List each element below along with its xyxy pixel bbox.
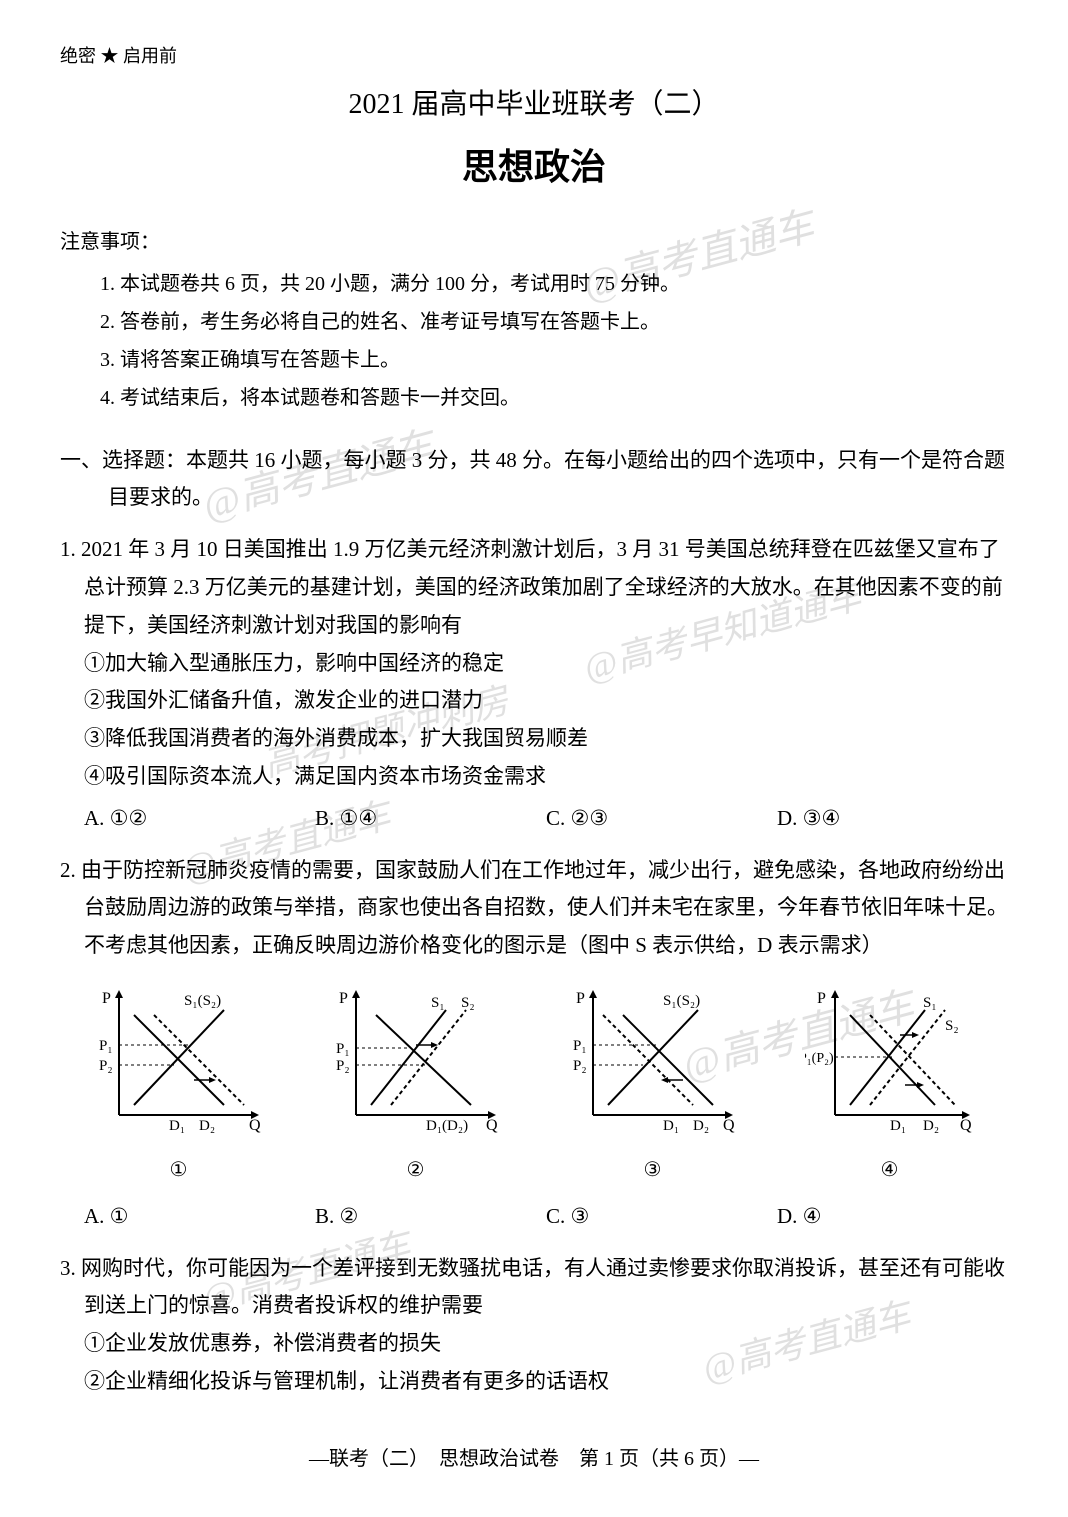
choice-row: A. ①② B. ①④ C. ②③ D. ③④	[60, 800, 1008, 838]
svg-text:P: P	[817, 990, 826, 1007]
svg-text:P₁: P₁	[336, 1041, 350, 1057]
svg-text:D₂: D₂	[923, 1118, 939, 1134]
supply-demand-chart-4: P Q S₁ S₂ D₁ D₂ P	[805, 985, 975, 1135]
choice-d: D. ④	[777, 1198, 1008, 1236]
svg-text:P₁: P₁	[573, 1038, 587, 1054]
exam-title-line2: 思想政治	[60, 135, 1008, 200]
svg-text:S₁(S₂): S₁(S₂)	[663, 993, 700, 1009]
notice-item: 1. 本试题卷共 6 页，共 20 小题，满分 100 分，考试用时 75 分钟…	[100, 266, 1008, 302]
svg-text:S₁: S₁	[923, 995, 937, 1011]
svg-text:P₂: P₂	[573, 1058, 587, 1074]
svg-text:P₂: P₂	[99, 1058, 113, 1074]
question-stem: 1. 2021 年 3 月 10 日美国推出 1.9 万亿美元经济刺激计划后，3…	[60, 531, 1008, 644]
svg-text:D₁: D₁	[169, 1118, 185, 1134]
chart-1: P Q S₁(S₂) D₁ D₂ P₁ P₂ ①	[94, 985, 264, 1188]
question-option: ③降低我国消费者的海外消费成本，扩大我国贸易顺差	[60, 720, 1008, 758]
svg-text:S₂: S₂	[461, 995, 475, 1011]
choice-b: B. ②	[315, 1198, 546, 1236]
question-option: ①企业发放优惠券，补偿消费者的损失	[60, 1325, 1008, 1363]
question-option: ④吸引国际资本流人，满足国内资本市场资金需求	[60, 758, 1008, 796]
choice-c: C. ③	[546, 1198, 777, 1236]
choice-d: D. ③④	[777, 800, 1008, 838]
chart-4: P Q S₁ S₂ D₁ D₂ P	[805, 985, 975, 1188]
svg-text:S₁: S₁	[431, 995, 445, 1011]
svg-text:P: P	[339, 990, 348, 1007]
chart-label: ④	[805, 1152, 975, 1188]
question-2: 2. 由于防控新冠肺炎疫情的需要，国家鼓励人们在工作地过年，减少出行，避免感染，…	[60, 852, 1008, 1236]
choice-b: B. ①④	[315, 800, 546, 838]
svg-text:Q: Q	[249, 1117, 261, 1134]
exam-title-line1: 2021 届高中毕业班联考（二）	[60, 80, 1008, 130]
chart-label: ②	[331, 1152, 501, 1188]
svg-text:D₁: D₁	[890, 1118, 906, 1134]
question-stem: 2. 由于防控新冠肺炎疫情的需要，国家鼓励人们在工作地过年，减少出行，避免感染，…	[60, 852, 1008, 965]
svg-text:P₁(P₂): P₁(P₂)	[805, 1051, 834, 1066]
svg-text:D₂: D₂	[693, 1118, 709, 1134]
svg-text:D₂: D₂	[199, 1118, 215, 1134]
section-heading: 一、选择题：本题共 16 小题，每小题 3 分，共 48 分。在每小题给出的四个…	[60, 442, 1008, 518]
secret-marker: 绝密 ★ 启用前	[60, 40, 1008, 72]
question-stem: 3. 网购时代，你可能因为一个差评接到无数骚扰电话，有人通过卖惨要求你取消投诉，…	[60, 1250, 1008, 1326]
supply-demand-chart-2: P Q S₁ S₂ D₁(D₂) P₁ P₂	[331, 985, 501, 1135]
notice-list: 1. 本试题卷共 6 页，共 20 小题，满分 100 分，考试用时 75 分钟…	[100, 266, 1008, 416]
notice-item: 4. 考试结束后，将本试题卷和答题卡一并交回。	[100, 380, 1008, 416]
supply-demand-chart-3: P Q S₁(S₂) D₁ D₂ P₁ P₂	[568, 985, 738, 1135]
choice-a: A. ①②	[84, 800, 315, 838]
svg-text:Q: Q	[486, 1117, 498, 1134]
notice-item: 3. 请将答案正确填写在答题卡上。	[100, 342, 1008, 378]
chart-2: P Q S₁ S₂ D₁(D₂) P₁ P₂ ②	[331, 985, 501, 1188]
svg-text:D₁: D₁	[663, 1118, 679, 1134]
svg-text:S₁(S₂): S₁(S₂)	[184, 993, 221, 1009]
charts-row: P Q S₁(S₂) D₁ D₂ P₁ P₂ ①	[60, 985, 1008, 1188]
question-option: ②我国外汇储备升值，激发企业的进口潜力	[60, 682, 1008, 720]
page-footer: —联考（二） 思想政治试卷 第 1 页（共 6 页）—	[60, 1441, 1008, 1477]
question-1: 1. 2021 年 3 月 10 日美国推出 1.9 万亿美元经济刺激计划后，3…	[60, 531, 1008, 837]
question-option: ①加大输入型通胀压力，影响中国经济的稳定	[60, 645, 1008, 683]
svg-text:P₂: P₂	[336, 1058, 350, 1074]
svg-text:P₁: P₁	[99, 1038, 113, 1054]
question-3: 3. 网购时代，你可能因为一个差评接到无数骚扰电话，有人通过卖惨要求你取消投诉，…	[60, 1250, 1008, 1401]
svg-text:S₂: S₂	[945, 1018, 959, 1034]
notice-item: 2. 答卷前，考生务必将自己的姓名、准考证号填写在答题卡上。	[100, 304, 1008, 340]
choice-c: C. ②③	[546, 800, 777, 838]
svg-text:P: P	[576, 990, 585, 1007]
chart-3: P Q S₁(S₂) D₁ D₂ P₁ P₂ ③	[568, 985, 738, 1188]
notice-heading: 注意事项：	[60, 224, 1008, 260]
supply-demand-chart-1: P Q S₁(S₂) D₁ D₂ P₁ P₂	[94, 985, 264, 1135]
choice-row: A. ① B. ② C. ③ D. ④	[60, 1198, 1008, 1236]
question-option: ②企业精细化投诉与管理机制，让消费者有更多的话语权	[60, 1363, 1008, 1401]
svg-text:D₁(D₂): D₁(D₂)	[426, 1118, 468, 1134]
chart-label: ①	[94, 1152, 264, 1188]
svg-text:Q: Q	[960, 1117, 972, 1134]
svg-text:Q: Q	[723, 1117, 735, 1134]
chart-label: ③	[568, 1152, 738, 1188]
choice-a: A. ①	[84, 1198, 315, 1236]
svg-text:P: P	[102, 990, 111, 1007]
